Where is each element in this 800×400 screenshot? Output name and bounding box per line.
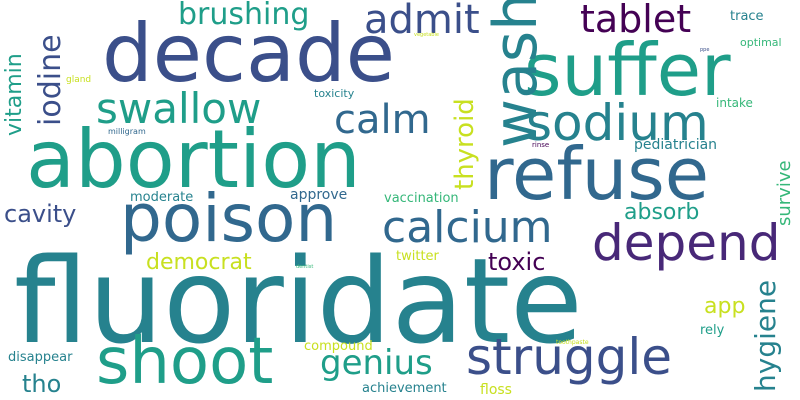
word-trace: trace (730, 9, 764, 24)
word-poison: poison (120, 180, 338, 257)
word-calcium: calcium (382, 202, 553, 253)
word-tablet: tablet (580, 0, 692, 41)
word-ppe: ppe (700, 47, 710, 53)
word-optimal: optimal (740, 36, 782, 49)
word-twitter: twitter (396, 249, 439, 264)
word-approve: approve (290, 187, 348, 203)
word-pediatrician: pediatrician (634, 137, 718, 153)
word-decade: decade (102, 7, 396, 100)
word-brushing: brushing (178, 0, 310, 32)
word-genius: genius (320, 343, 433, 383)
word-survive: survive (774, 160, 795, 226)
word-thyroid: thyroid (450, 98, 480, 190)
word-democrat: democrat (146, 250, 252, 275)
word-cavity: cavity (4, 200, 77, 228)
word-swallow: swallow (96, 84, 262, 133)
word-achievement: achievement (362, 381, 447, 396)
word-vegetable: vegetable (414, 32, 439, 38)
word-app: app (704, 294, 746, 319)
word-shoot: shoot (96, 325, 274, 399)
word-milligram: milligram (108, 127, 146, 136)
word-sodium: sodium (526, 94, 709, 152)
word-absorb: absorb (624, 200, 700, 225)
word-compound: compound (304, 339, 373, 354)
word-vaccination: vaccination (384, 191, 459, 206)
word-hygiene: hygiene (749, 279, 782, 392)
word-calm: calm (334, 97, 431, 143)
word-disappear: disappear (8, 350, 73, 365)
word-dentist: dentist (296, 264, 314, 270)
word-toxicity: toxicity (314, 87, 355, 100)
word-rinse: rinse (532, 141, 550, 149)
word-toothpaste: toothpaste (556, 339, 589, 346)
word-floss: floss (480, 382, 512, 398)
word-admit: admit (364, 0, 480, 43)
word-iodine: iodine (33, 34, 68, 126)
word-suffer: suffer (524, 28, 731, 112)
word-toxic: toxic (488, 248, 546, 276)
word-gland: gland (66, 75, 92, 85)
word-vitamin: vitamin (2, 53, 27, 136)
word-tho: tho (22, 370, 62, 398)
word-fluoridate: fluoridate (14, 232, 583, 370)
word-depend: depend (592, 214, 781, 272)
word-wash: wash (481, 0, 551, 148)
word-struggle: struggle (466, 328, 673, 386)
word-moderate: moderate (130, 190, 194, 205)
word-rely: rely (700, 323, 725, 338)
word-intake: intake (716, 96, 753, 110)
word-abortion: abortion (26, 113, 361, 206)
word-refuse: refuse (484, 132, 710, 216)
